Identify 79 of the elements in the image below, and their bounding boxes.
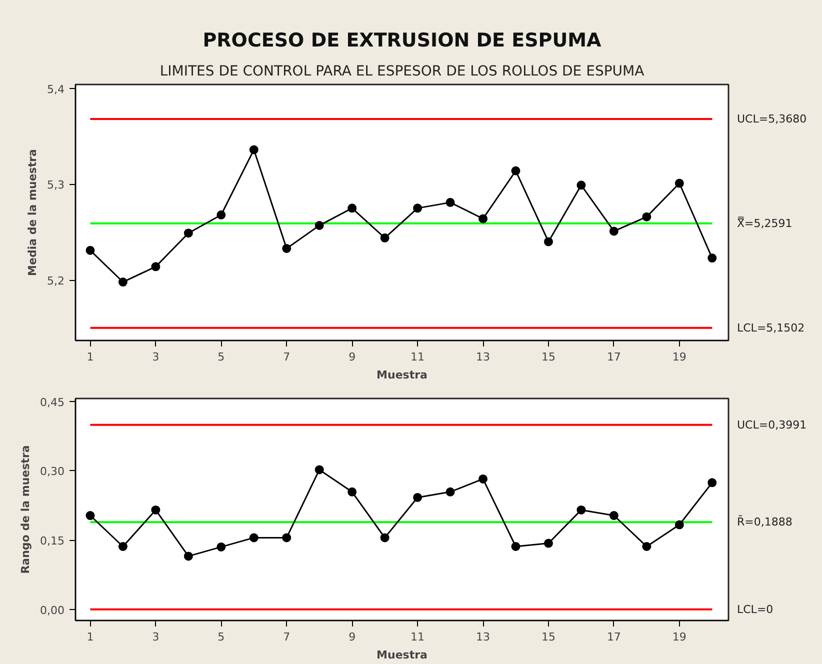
point [708,254,717,263]
x-tick-label: 9 [348,350,356,364]
x-tick-label: 1 [86,350,94,364]
point [216,210,226,220]
point [249,145,258,154]
point [151,505,160,514]
ref-line-label: UCL=0,3991 [737,418,807,432]
point [314,465,324,474]
y-tick-label: 0,45 [40,396,65,409]
point [348,204,357,213]
ref-line-label: X̿=5,2591 [737,216,792,230]
point [249,533,258,542]
chart-subtitle: LIMITES DE CONTROL PARA EL ESPESOR DE LOS ROLLOS DE ESPUMA [160,64,645,80]
point [511,542,520,551]
x-tick-label: 3 [152,630,160,644]
x-axis-title: Muestra [376,368,428,382]
point [380,533,390,542]
point [348,487,357,496]
x-axis-title: Muestra [376,648,428,662]
point [151,262,160,272]
x-tick-label: 15 [541,630,556,644]
point [576,505,586,514]
x-tick-label: 11 [410,350,425,364]
x-tick-label: 3 [152,350,160,364]
point [118,542,128,551]
x-tick-label: 15 [541,350,556,364]
y-tick-label: 0,30 [40,465,65,478]
point [380,233,390,242]
y-tick-label: 0,15 [40,534,65,548]
point [86,511,95,520]
point [478,214,488,224]
x-tick-label: 11 [410,630,425,644]
point [642,212,652,222]
point [413,492,422,502]
x-tick-label: 17 [606,350,621,364]
point [511,166,520,176]
y-tick-label: 5,3 [47,178,65,192]
x-tick-label: 7 [283,350,290,364]
x-tick-label: 1 [86,630,94,644]
point [446,198,455,207]
point [544,538,553,548]
point [642,542,652,551]
point [184,552,193,561]
point [708,478,717,488]
point [216,542,226,552]
y-tick-label: 5,2 [47,274,65,288]
point [446,487,455,496]
point [576,180,586,190]
point [282,533,292,542]
x-tick-label: 13 [476,350,490,364]
point [184,228,193,238]
ref-line-label: LCL=5,1502 [737,321,805,334]
ref-line-label: R̄=0,1888 [737,514,792,529]
point [86,246,95,255]
point [544,237,553,246]
y-tick-label: 0,00 [40,604,65,617]
point [609,226,618,236]
x-tick-label: 5 [218,350,225,364]
x-tick-label: 9 [348,630,356,644]
y-tick-label: 5,4 [47,82,65,96]
y-axis-title: Rango de la muestra [19,445,32,574]
x-tick-label: 17 [606,630,621,644]
point [478,474,488,484]
x-tick-label: 5 [218,630,225,644]
point [314,220,324,230]
x-tick-label: 19 [672,350,686,364]
point [118,278,128,287]
chart-title: PROCESO DE EXTRUSION DE ESPUMA [202,30,602,52]
point [674,520,684,530]
x-tick-label: 7 [283,630,290,644]
point [413,204,422,213]
point [674,178,684,188]
ref-line-label: UCL=5,3680 [737,112,807,126]
point [282,244,292,253]
ref-line-label: LCL=0 [737,602,774,616]
x-tick-label: 13 [476,630,490,644]
x-tick-label: 19 [672,630,686,644]
point [609,511,618,520]
y-axis-title: Media de la muestra [26,149,40,276]
